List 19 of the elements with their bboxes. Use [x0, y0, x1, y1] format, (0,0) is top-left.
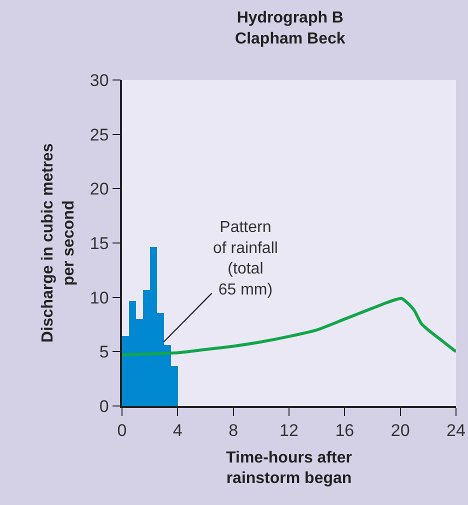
y-tick-label: 20 [90, 180, 109, 199]
x-tick-label: 24 [446, 421, 466, 440]
x-tick-label: 0 [117, 421, 127, 440]
x-tick-label: 8 [228, 421, 238, 440]
y-tick-label: 30 [90, 70, 109, 90]
line-series [122, 296, 456, 356]
y-tick-label: 5 [99, 342, 109, 362]
y-tick-label: 15 [90, 234, 109, 253]
y-tick-label: 0 [99, 396, 109, 416]
y-tick-label: 25 [90, 125, 109, 144]
y-axis-title: Discharge in cubic metres per second [40, 143, 78, 343]
x-axis-title: Time-hours after rainstorm began [226, 449, 352, 488]
x-tick-label: 12 [280, 421, 298, 440]
x-tick-label: 16 [335, 421, 354, 440]
y-tick-label: 10 [90, 288, 109, 308]
annotation: Pattern of rainfall (total 65 mm) [213, 219, 278, 298]
x-tick-label: 4 [172, 421, 182, 440]
chart-title: Hydrograph B Clapham Beck [235, 10, 346, 48]
x-tick-label: 20 [390, 421, 410, 440]
